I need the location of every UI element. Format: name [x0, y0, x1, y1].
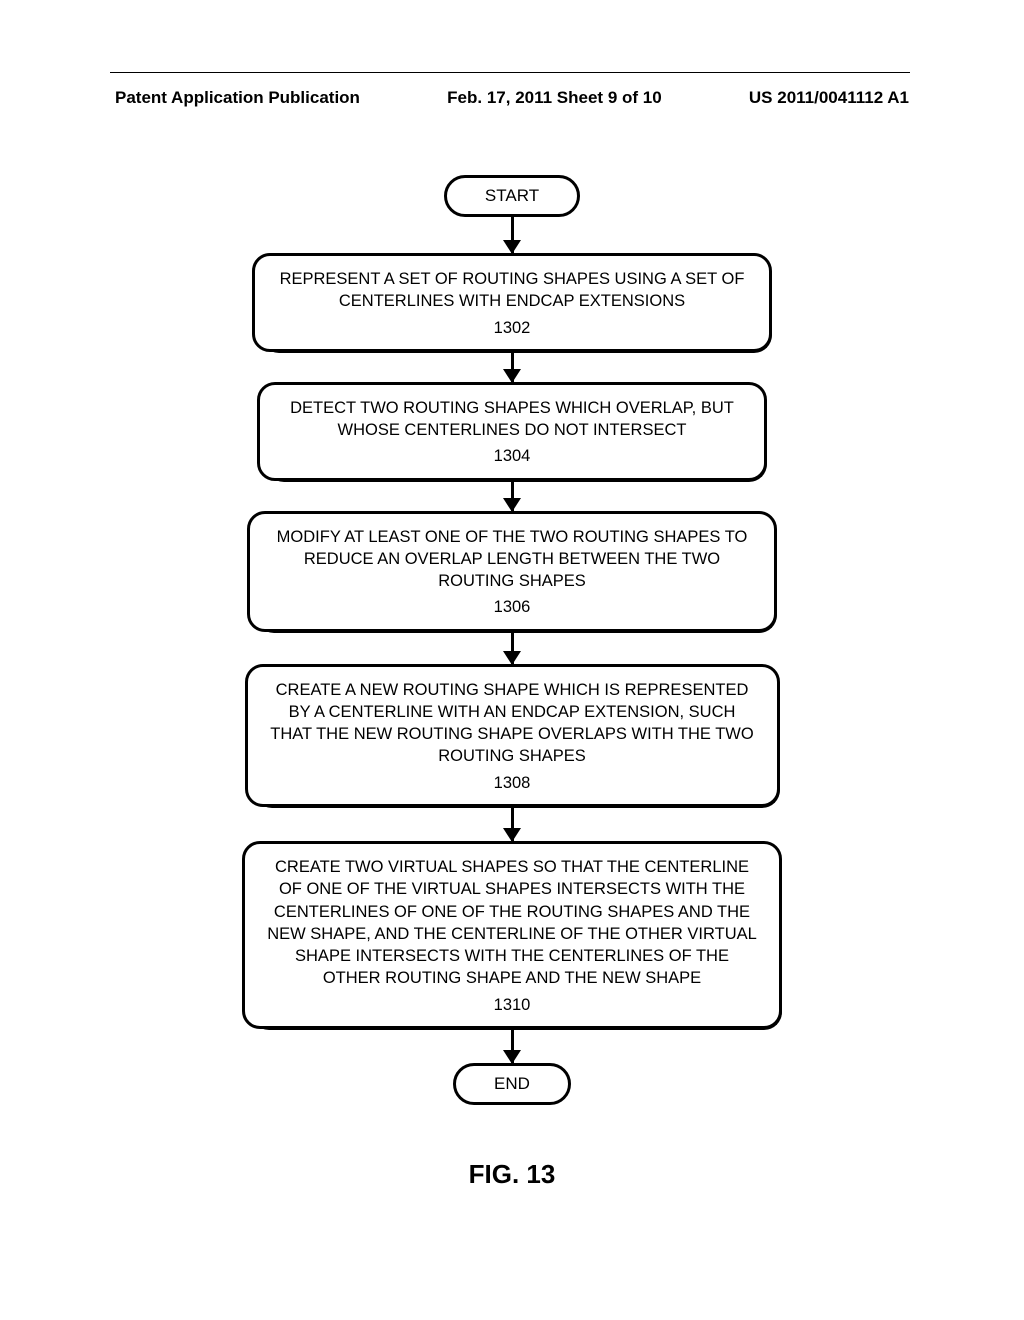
flow-arrow [511, 481, 514, 511]
reference-number: 1304 [282, 445, 742, 467]
reference-number: 1310 [267, 994, 757, 1016]
end-terminal: END [453, 1063, 571, 1105]
reference-number: 1308 [270, 772, 755, 794]
process-box-1304: DETECT TWO ROUTING SHAPES WHICH OVERLAP,… [257, 382, 767, 481]
flow-arrow [511, 217, 514, 253]
start-terminal: START [444, 175, 580, 217]
flow-arrow [511, 352, 514, 382]
flow-body: REPRESENT A SET OF ROUTING SHAPES USING … [242, 217, 782, 1105]
header-rule [110, 72, 910, 73]
flow-arrow [511, 1029, 514, 1063]
figure-caption: FIG. 13 [0, 1159, 1024, 1190]
process-box-1302: REPRESENT A SET OF ROUTING SHAPES USING … [252, 253, 772, 352]
process-text: DETECT TWO ROUTING SHAPES WHICH OVERLAP,… [282, 397, 742, 442]
process-text: CREATE A NEW ROUTING SHAPE WHICH IS REPR… [270, 679, 755, 768]
flow-arrow [511, 807, 514, 841]
header-center: Feb. 17, 2011 Sheet 9 of 10 [447, 88, 662, 108]
process-text: MODIFY AT LEAST ONE OF THE TWO ROUTING S… [272, 526, 752, 593]
process-box-1306: MODIFY AT LEAST ONE OF THE TWO ROUTING S… [247, 511, 777, 632]
start-label: START [485, 186, 539, 205]
reference-number: 1306 [272, 596, 752, 618]
flow-arrow [511, 632, 514, 664]
header-left: Patent Application Publication [115, 88, 360, 108]
reference-number: 1302 [277, 317, 747, 339]
process-box-1310: CREATE TWO VIRTUAL SHAPES SO THAT THE CE… [242, 841, 782, 1029]
page-header: Patent Application Publication Feb. 17, … [0, 88, 1024, 108]
flowchart: START REPRESENT A SET OF ROUTING SHAPES … [0, 175, 1024, 1105]
process-text: CREATE TWO VIRTUAL SHAPES SO THAT THE CE… [267, 856, 757, 990]
header-right: US 2011/0041112 A1 [749, 88, 909, 108]
process-box-1308: CREATE A NEW ROUTING SHAPE WHICH IS REPR… [245, 664, 780, 807]
process-text: REPRESENT A SET OF ROUTING SHAPES USING … [277, 268, 747, 313]
